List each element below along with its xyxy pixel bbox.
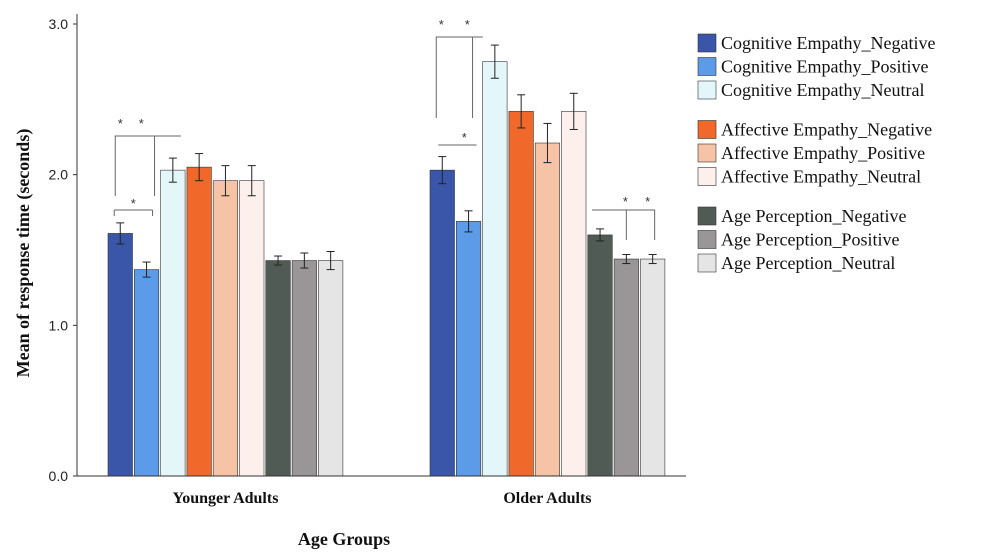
bar: [534, 142, 561, 477]
legend: Cognitive Empathy_Negative Cognitive Empa…: [697, 33, 935, 273]
bar: [107, 233, 133, 477]
bar: [134, 269, 160, 477]
bar: [587, 234, 613, 477]
legend-label: Age Perception_Positive: [721, 230, 899, 250]
bar: [640, 258, 666, 477]
bar: [561, 111, 587, 477]
significance-bracket: [592, 209, 656, 240]
x-category-label: Younger Adults: [172, 490, 278, 507]
x-axis-title: Age Groups: [298, 529, 390, 549]
legend-swatch: [697, 120, 717, 139]
bar: [429, 169, 455, 477]
significance-asterisk: *: [118, 116, 123, 131]
legend-swatch: [697, 80, 717, 100]
legend-swatch: [697, 143, 717, 163]
x-axis: Younger Adults Older Adults: [77, 475, 686, 507]
y-axis-title: Mean of response time (seconds): [13, 129, 34, 378]
bars-group: [107, 44, 666, 477]
x-category-label: Older Adults: [503, 490, 591, 507]
significance-bracket: [435, 36, 483, 118]
bar: [212, 180, 238, 477]
legend-swatch: [697, 230, 717, 249]
bar: [613, 258, 639, 477]
y-axis: 0.0 1.0 2.0 3.0: [49, 14, 78, 484]
legend-label: Affective Empathy_Negative: [721, 120, 932, 140]
significance-asterisk: *: [131, 196, 136, 211]
bar: [455, 221, 482, 477]
significance-asterisk: *: [139, 116, 144, 131]
legend-swatch: [697, 57, 717, 76]
bar: [291, 260, 317, 477]
bar: [318, 260, 344, 477]
significance-asterisk: *: [462, 130, 467, 145]
y-tick-label: 1.0: [49, 317, 69, 333]
legend-swatch: [697, 33, 717, 53]
legend-label: Affective Empathy_Positive: [721, 143, 925, 163]
y-tick-label: 2.0: [49, 167, 69, 183]
bar: [265, 260, 291, 477]
legend-label: Affective Empathy_Neutral: [721, 167, 921, 187]
legend-label: Age Perception_Negative: [721, 206, 906, 226]
significance-asterisk: *: [439, 17, 444, 32]
y-tick-label: 0.0: [49, 468, 69, 484]
bar: [482, 61, 508, 477]
bar: [186, 166, 212, 477]
significance-asterisk: *: [623, 194, 628, 209]
legend-swatch: [697, 206, 717, 226]
legend-swatch: [697, 253, 717, 273]
significance-asterisk: *: [645, 194, 650, 209]
legend-label: Age Perception_Neutral: [721, 253, 895, 273]
significance-annotations: * * * * * * * *: [113, 17, 656, 240]
legend-label: Cognitive Empathy_Positive: [721, 57, 929, 77]
bar: [160, 169, 186, 477]
significance-asterisk: *: [465, 17, 470, 32]
bar: [508, 111, 534, 477]
legend-label: Cognitive Empathy_Negative: [721, 33, 935, 53]
legend-swatch: [697, 167, 717, 186]
legend-label: Cognitive Empathy_Neutral: [721, 80, 924, 100]
y-tick-label: 3.0: [49, 16, 69, 32]
bar: [239, 180, 265, 477]
significance-bracket: [114, 135, 181, 196]
